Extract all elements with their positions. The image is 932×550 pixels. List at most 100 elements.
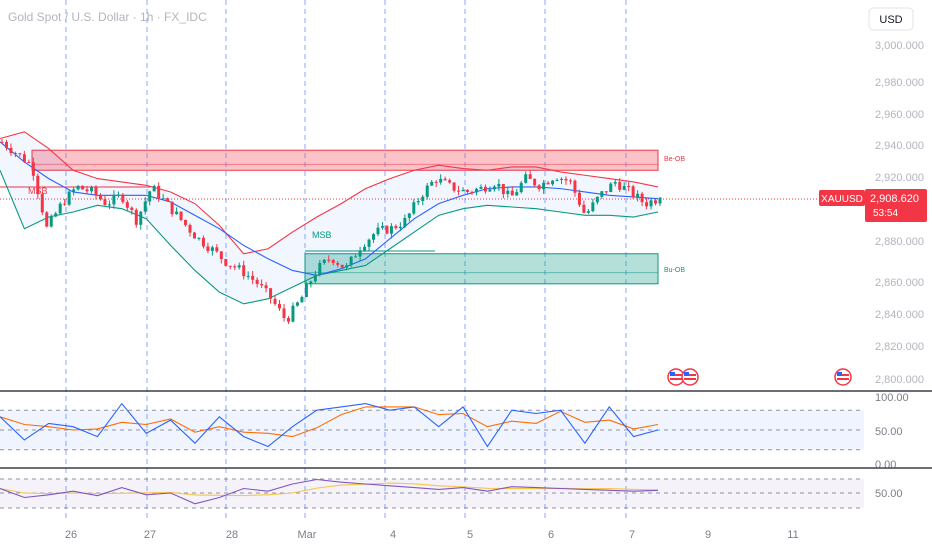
candle-body [622,185,626,190]
candle-body [13,153,17,155]
zone-label-bullish: Bu-OB [664,267,685,274]
candle-body [322,259,326,264]
candle-body [22,154,26,163]
candle-body [389,226,393,234]
price-tick-label: 2,820.000 [875,341,924,353]
candle-body [98,195,102,200]
candle-body [76,185,80,190]
candle-body [201,237,205,247]
time-axis-label: 4 [390,529,396,541]
currency-button[interactable]: USD [868,7,914,31]
candle-body [264,285,268,289]
candle-body [349,256,353,266]
candle-body [600,191,604,197]
time-axis-label: 11 [787,529,798,541]
candle-body [542,182,546,190]
msb-mid-label: MSB [312,230,332,240]
candle-body [90,187,94,192]
time-axis-label: 5 [467,529,473,541]
candle-body [192,232,196,239]
candle-body [0,141,4,143]
price-badge: XAUUSD 2,908.620 53:54 [819,189,927,222]
candle-body [72,189,76,192]
candle-body [134,209,138,225]
candle-body [166,198,170,202]
candle-body [260,284,264,286]
candle-body [461,189,465,192]
candle-body [452,182,456,191]
price-tick-label: 3,000.000 [875,40,924,52]
candle-body [273,298,277,304]
candle-body [394,226,398,229]
candle-body [560,178,564,180]
candle-body [309,281,313,285]
candle-body [439,178,443,183]
stochastic-tick-label: 100.00 [875,392,909,404]
candle-body [125,202,129,208]
candle-body [372,234,376,240]
candle-body [385,226,389,234]
candle-body [376,227,380,235]
candle-body [157,185,161,199]
candle-body [31,162,35,176]
candle-body [188,225,192,233]
grid-layer [0,0,932,520]
candle-body [555,179,559,181]
candle-body [215,247,219,252]
candle-body [246,275,250,277]
candle-body [524,174,528,183]
candle-body [295,302,299,306]
candle-body [380,226,384,228]
candle-body [139,211,143,225]
stochastic-d-line [0,406,659,438]
candle-body [457,190,461,192]
candle-body [161,198,165,200]
candle-body [533,178,537,186]
candle-body [49,216,53,227]
price-tick-label: 2,980.000 [875,77,924,89]
candle-body [510,190,514,196]
candle-body [345,265,349,268]
us-flag-icon[interactable] [681,368,699,386]
candle-body [67,191,71,205]
time-axis-label: Mar [298,529,317,541]
candle-body [331,259,335,263]
candle-body [304,284,308,298]
us-flag-icon[interactable] [834,368,852,386]
candle-body [286,318,290,322]
candle-body [654,200,658,204]
chart-title: Gold Spot / U.S. Dollar · 1h · FX_IDC [8,10,207,24]
candle-body [251,275,255,280]
candle-body [336,262,340,265]
bollinger-fill [0,131,658,304]
candle-body [627,185,631,187]
candle-body [434,181,438,183]
candle-body [470,191,474,193]
candle-body [645,202,649,207]
price-tick-label: 2,880.000 [875,236,924,248]
candle-body [121,194,125,203]
candle-body [81,185,85,190]
candle-body [184,219,188,226]
price-tick-label: 2,860.000 [875,277,924,289]
candle-body [282,308,286,319]
candle-body [546,182,550,185]
price-tick-label: 2,840.000 [875,309,924,321]
candle-body [492,186,496,190]
candle-body [228,265,232,267]
price-tick-label: 2,940.000 [875,140,924,152]
candle-body [586,211,590,213]
candle-body [45,212,49,227]
candle-body [54,213,58,217]
candle-body [27,162,31,164]
candle-body [497,183,501,187]
candle-body [551,180,555,185]
rsi-tick-label: 50.00 [875,488,903,500]
candle-body [112,194,116,205]
candle-body [425,185,429,197]
candle-body [63,203,67,205]
candle-body [618,182,622,190]
candle-body [255,279,259,285]
candle-body [85,189,89,192]
